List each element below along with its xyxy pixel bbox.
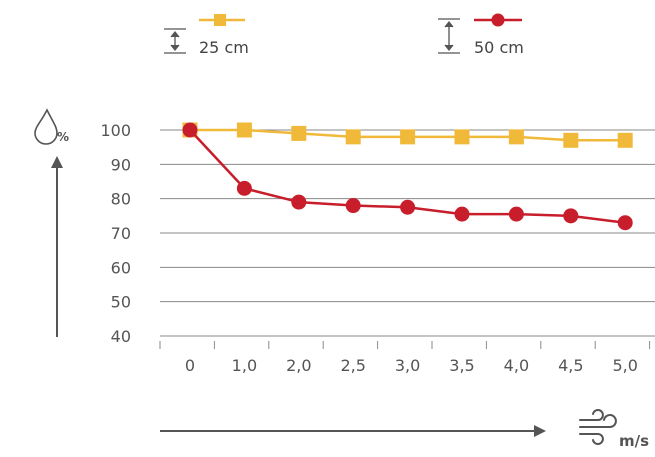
series-1-point bbox=[508, 206, 524, 222]
x-tick-label: 4,5 bbox=[558, 356, 583, 375]
wind-icon bbox=[579, 409, 617, 445]
x-tick-label: 2,5 bbox=[340, 356, 365, 375]
series-0-point bbox=[236, 122, 252, 138]
series-0-point bbox=[291, 125, 307, 141]
y-tick-label: 100 bbox=[100, 121, 131, 140]
y-tick-label: 70 bbox=[111, 224, 131, 243]
y-tick-label: 90 bbox=[111, 155, 131, 174]
series-1-point bbox=[345, 198, 361, 214]
y-unit-label: % bbox=[57, 130, 69, 144]
x-tick-label: 3,0 bbox=[395, 356, 420, 375]
height-icon bbox=[164, 28, 186, 54]
series-1-point bbox=[236, 180, 252, 196]
legend-marker-50cm bbox=[491, 13, 505, 27]
series-0-point bbox=[617, 132, 633, 148]
series-1-point bbox=[563, 208, 579, 224]
series-0-point bbox=[454, 129, 470, 145]
plot-area: 100 90 80 70 60 50 40 0 1,0 2,0 2,5 3,0 3,5 4,0 4,5 5,0 bbox=[100, 121, 655, 375]
humidity-icon: % bbox=[34, 108, 69, 145]
x-tick-label: 4,0 bbox=[504, 356, 529, 375]
series-1-point bbox=[454, 206, 470, 222]
series-0-point bbox=[563, 132, 579, 148]
series-0-point bbox=[508, 129, 524, 145]
x-unit-label: m/s bbox=[619, 432, 649, 450]
x-tick-label: 3,5 bbox=[449, 356, 474, 375]
legend-label-25cm: 25 cm bbox=[199, 38, 249, 57]
x-tick-label: 1,0 bbox=[232, 356, 257, 375]
x-tick-label: 2,0 bbox=[286, 356, 311, 375]
series-1-point bbox=[182, 122, 198, 138]
series-1-point bbox=[400, 199, 416, 215]
series-1-point bbox=[291, 194, 307, 210]
series-0-point bbox=[345, 129, 361, 145]
legend-item-50cm: 50 cm bbox=[438, 13, 524, 57]
height-icon bbox=[438, 18, 460, 54]
legend-item-25cm: 25 cm bbox=[164, 14, 249, 57]
x-tick-label: 0 bbox=[185, 356, 195, 375]
x-tick-label: 5,0 bbox=[612, 356, 637, 375]
y-tick-label: 50 bbox=[111, 293, 131, 312]
legend-marker-25cm bbox=[214, 14, 226, 26]
y-tick-label: 40 bbox=[111, 327, 131, 346]
series-0-point bbox=[400, 129, 416, 145]
series-1-point bbox=[617, 215, 633, 231]
y-tick-label: 80 bbox=[111, 190, 131, 209]
y-tick-label: 60 bbox=[111, 258, 131, 277]
legend-label-50cm: 50 cm bbox=[474, 38, 524, 57]
